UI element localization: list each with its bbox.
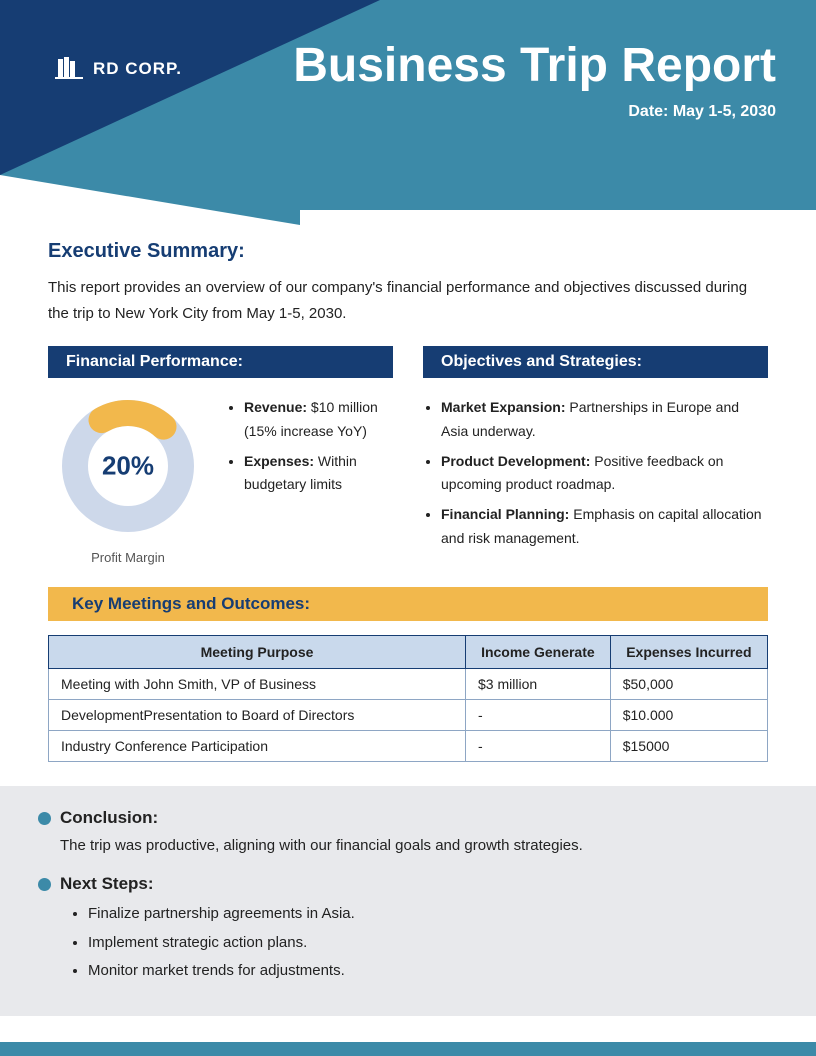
next-step-item: Implement strategic action plans. <box>88 929 768 958</box>
table-cell: DevelopmentPresentation to Board of Dire… <box>49 700 466 731</box>
report-header: RD CORP. Business Trip Report Date: May … <box>0 0 816 210</box>
report-title: Business Trip Report <box>293 40 776 93</box>
table-cell: - <box>466 731 611 762</box>
financial-bullet-item: Revenue: $10 million (15% increase YoY) <box>244 396 393 444</box>
table-row: Meeting with John Smith, VP of Business$… <box>49 669 768 700</box>
meetings-heading: Key Meetings and Outcomes: <box>48 587 768 621</box>
executive-heading: Executive Summary: <box>48 240 768 263</box>
bottom-accent-bar <box>0 1042 816 1056</box>
next-step-item: Monitor market trends for adjustments. <box>88 957 768 986</box>
profit-margin-donut: 20% <box>58 396 198 536</box>
conclusion-body: The trip was productive, aligning with o… <box>60 834 768 858</box>
table-cell: - <box>466 700 611 731</box>
header-diagonal-cut <box>0 175 300 225</box>
meetings-table: Meeting PurposeIncome GenerateExpenses I… <box>48 635 768 762</box>
next-steps-heading: Next Steps: <box>60 874 768 894</box>
table-header-cell: Income Generate <box>466 636 611 669</box>
table-header-cell: Expenses Incurred <box>610 636 767 669</box>
financial-bullets: Revenue: $10 million (15% increase YoY) E… <box>226 396 393 503</box>
bullet-label: Market Expansion: <box>441 399 565 415</box>
company-logo: RD CORP. <box>55 55 182 83</box>
objectives-bullets: Market Expansion: Partnerships in Europe… <box>423 396 768 551</box>
objectives-column: Objectives and Strategies: Market Expans… <box>423 346 768 565</box>
objective-bullet-item: Market Expansion: Partnerships in Europe… <box>441 396 768 444</box>
main-content: Executive Summary: This report provides … <box>0 210 816 762</box>
objective-bullet-item: Product Development: Positive feedback o… <box>441 450 768 498</box>
table-cell: $50,000 <box>610 669 767 700</box>
next-step-item: Finalize partnership agreements in Asia. <box>88 900 768 929</box>
table-row: Industry Conference Participation-$15000 <box>49 731 768 762</box>
two-column-section: Financial Performance: 20% Profit Margin… <box>48 346 768 565</box>
title-block: Business Trip Report Date: May 1-5, 2030 <box>293 40 776 121</box>
bullet-label: Financial Planning: <box>441 506 569 522</box>
financial-column: Financial Performance: 20% Profit Margin… <box>48 346 393 565</box>
table-cell: $15000 <box>610 731 767 762</box>
table-row: DevelopmentPresentation to Board of Dire… <box>49 700 768 731</box>
donut-chart-container: 20% Profit Margin <box>48 396 208 565</box>
executive-body: This report provides an overview of our … <box>48 275 768 326</box>
donut-percent-label: 20% <box>102 451 154 482</box>
table-cell: Meeting with John Smith, VP of Business <box>49 669 466 700</box>
financial-heading: Financial Performance: <box>48 346 393 378</box>
books-icon <box>55 55 83 83</box>
table-cell: $10.000 <box>610 700 767 731</box>
bullet-label: Product Development: <box>441 453 590 469</box>
objective-bullet-item: Financial Planning: Emphasis on capital … <box>441 503 768 551</box>
company-name: RD CORP. <box>93 59 182 79</box>
table-cell: $3 million <box>466 669 611 700</box>
bullet-label: Expenses: <box>244 453 314 469</box>
table-header-cell: Meeting Purpose <box>49 636 466 669</box>
report-date: Date: May 1-5, 2030 <box>293 103 776 121</box>
bullet-label: Revenue: <box>244 399 307 415</box>
footer-section: Conclusion: The trip was productive, ali… <box>0 786 816 1016</box>
conclusion-heading: Conclusion: <box>60 808 768 828</box>
table-cell: Industry Conference Participation <box>49 731 466 762</box>
next-steps-list: Finalize partnership agreements in Asia.… <box>60 900 768 986</box>
objectives-heading: Objectives and Strategies: <box>423 346 768 378</box>
donut-caption: Profit Margin <box>48 550 208 565</box>
financial-bullet-item: Expenses: Within budgetary limits <box>244 450 393 498</box>
